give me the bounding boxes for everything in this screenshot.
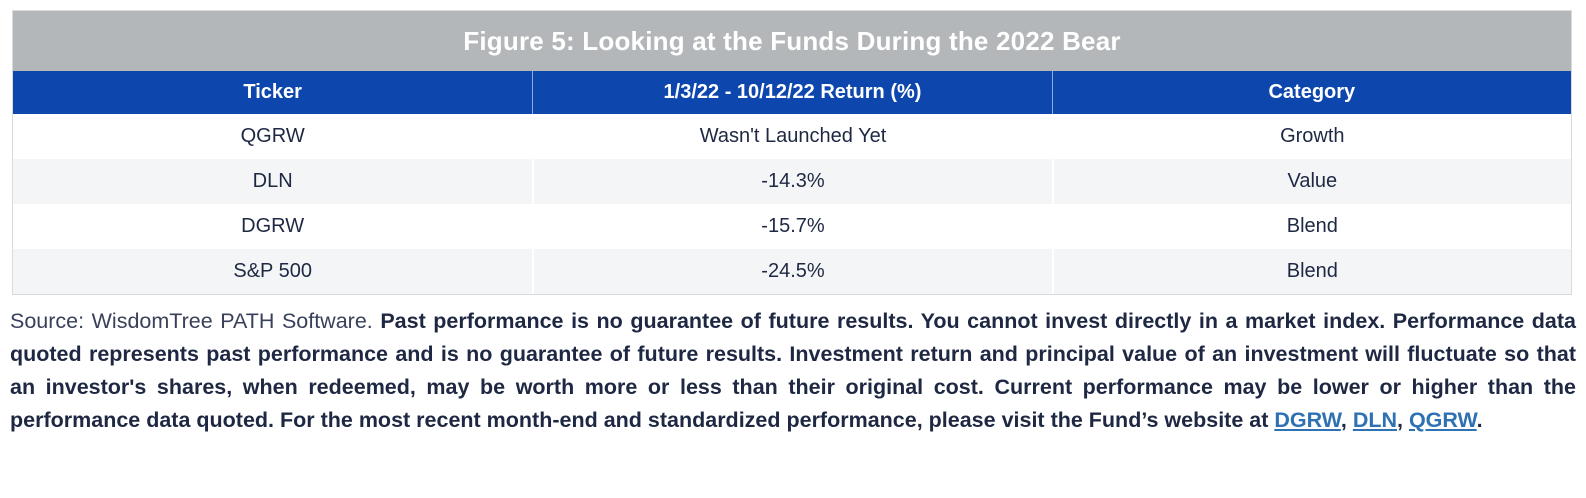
cell-ticker: DLN xyxy=(252,170,293,192)
table-row-sp500: S&P 500 -24.5% Blend xyxy=(13,249,1571,294)
table-row-qgrw: QGRW Wasn't Launched Yet Growth xyxy=(13,114,1571,159)
disclaimer-text: Past performance is no guarantee of futu… xyxy=(10,309,1576,432)
cell-return: -14.3% xyxy=(532,159,1051,204)
cell-ticker: QGRW xyxy=(240,125,305,147)
cell-category: Blend xyxy=(1051,204,1571,249)
disclaimer-paragraph: Source: WisdomTree PATH Software. Past p… xyxy=(10,305,1576,437)
fund-performance-table: Figure 5: Looking at the Funds During th… xyxy=(12,10,1572,295)
table-header-row: Ticker 1/3/22 - 10/12/22 Return (%) Cate… xyxy=(13,71,1571,114)
cell-category: Growth xyxy=(1051,114,1571,159)
link-dgrw[interactable]: DGRW xyxy=(1274,408,1341,432)
cell-category: Value xyxy=(1051,159,1571,204)
link-dln[interactable]: DLN xyxy=(1352,408,1397,432)
cell-return: Wasn't Launched Yet xyxy=(532,114,1051,159)
cell-return: -24.5% xyxy=(532,249,1051,294)
link-separator: , xyxy=(1397,408,1409,432)
link-qgrw[interactable]: QGRW xyxy=(1408,408,1477,432)
column-header-ticker: Ticker xyxy=(243,81,302,103)
link-separator: , xyxy=(1340,408,1353,432)
column-header-return: 1/3/22 - 10/12/22 Return (%) xyxy=(532,71,1051,114)
cell-ticker: DGRW xyxy=(241,215,305,237)
cell-category: Blend xyxy=(1051,249,1571,294)
source-text: Source: WisdomTree PATH Software. xyxy=(10,309,381,333)
column-header-category: Category xyxy=(1051,71,1571,114)
table-row-dgrw: DGRW -15.7% Blend xyxy=(13,204,1571,249)
cell-ticker: S&P 500 xyxy=(233,260,312,282)
sentence-terminator: . xyxy=(1476,408,1483,432)
table-row-dln: DLN -14.3% Value xyxy=(13,159,1571,204)
figure-title: Figure 5: Looking at the Funds During th… xyxy=(13,11,1571,71)
cell-return: -15.7% xyxy=(532,204,1051,249)
